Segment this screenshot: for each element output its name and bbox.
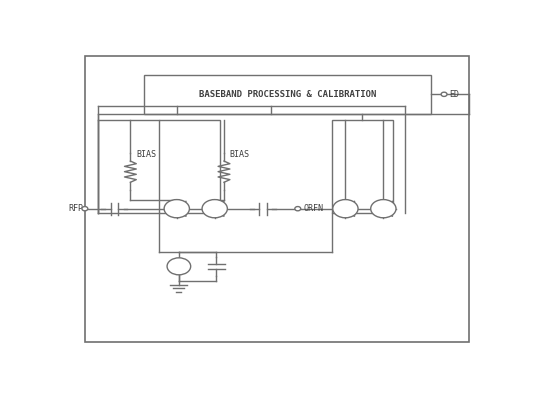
Text: BIAS: BIAS <box>230 151 250 160</box>
Text: RFP: RFP <box>69 204 84 213</box>
Circle shape <box>164 200 189 218</box>
Bar <box>331 120 393 213</box>
Circle shape <box>441 92 447 97</box>
Text: BASEBAND PROCESSING & CALIBRATION: BASEBAND PROCESSING & CALIBRATION <box>199 90 376 99</box>
Text: ORFN: ORFN <box>303 204 323 213</box>
Circle shape <box>82 206 88 211</box>
Circle shape <box>202 200 227 218</box>
Circle shape <box>333 200 358 218</box>
Circle shape <box>167 258 191 275</box>
Circle shape <box>370 200 396 218</box>
Bar <box>144 74 431 114</box>
Bar <box>159 120 220 213</box>
Circle shape <box>295 206 301 211</box>
Text: ED: ED <box>449 90 460 99</box>
Text: BIAS: BIAS <box>136 151 156 160</box>
